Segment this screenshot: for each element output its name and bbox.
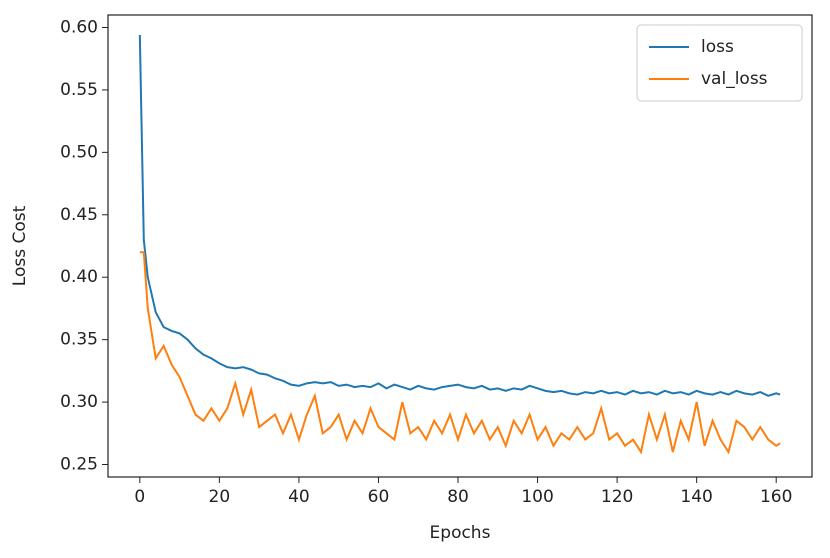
- x-tick-label: 120: [601, 487, 633, 507]
- y-tick-label: 0.60: [60, 17, 98, 37]
- x-tick-label: 40: [288, 487, 310, 507]
- plot-frame: [107, 14, 813, 478]
- legend-label: val_loss: [701, 69, 768, 89]
- legend-box: [636, 24, 803, 102]
- line-series: [138, 34, 781, 397]
- y-tick-label: 0.50: [60, 142, 98, 162]
- x-tick-label: 140: [680, 487, 712, 507]
- y-axis-label: Loss Cost: [10, 205, 30, 286]
- x-tick-label: 80: [447, 487, 469, 507]
- x-tick-label: 20: [209, 487, 231, 507]
- x-tick-label: 160: [760, 487, 792, 507]
- x-axis-label: Epochs: [430, 523, 491, 543]
- y-tick-label: 0.45: [60, 205, 98, 225]
- x-tick-label: 100: [521, 487, 553, 507]
- line-series: [139, 251, 781, 455]
- y-tick-label: 0.35: [60, 330, 98, 350]
- y-tick-label: 0.55: [60, 80, 98, 100]
- y-tick-label: 0.25: [60, 455, 98, 475]
- x-tick-label: 0: [134, 487, 145, 507]
- y-tick-label: 0.40: [60, 267, 98, 287]
- x-tick-label: 60: [368, 487, 390, 507]
- legend-label: loss: [701, 37, 734, 57]
- y-tick-label: 0.30: [60, 392, 98, 412]
